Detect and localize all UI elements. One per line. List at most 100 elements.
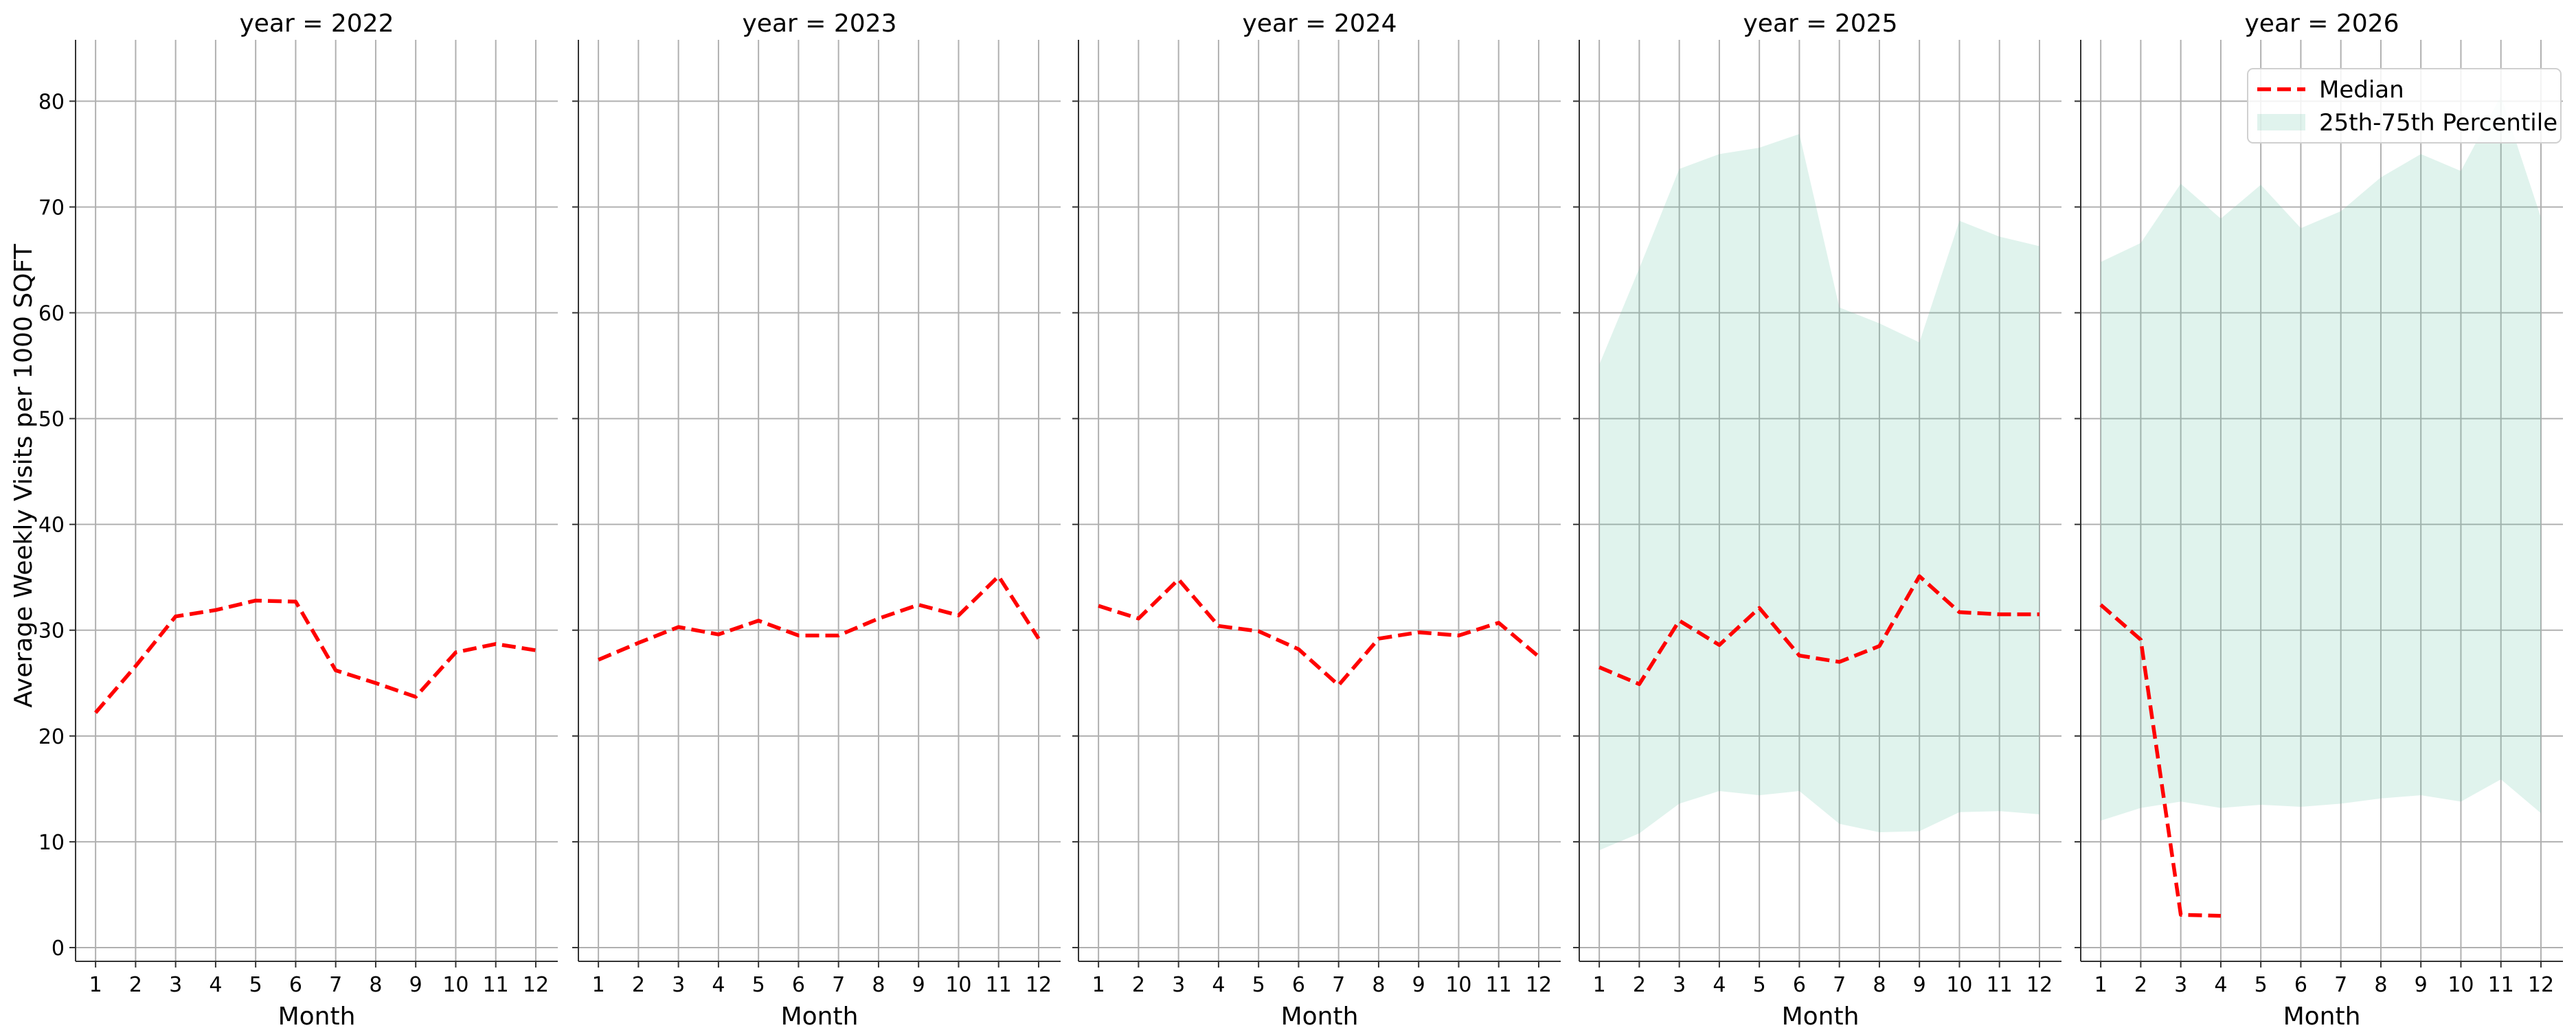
facet-title: year = 2026 [2245, 10, 2399, 38]
y-tick-label: 0 [52, 937, 65, 961]
x-tick-label: 7 [1833, 973, 1846, 997]
legend-band-swatch [2257, 114, 2305, 130]
x-tick-label: 4 [209, 973, 222, 997]
x-tick-label: 2 [1132, 973, 1145, 997]
x-tick-label: 12 [2026, 973, 2053, 997]
x-tick-label: 12 [523, 973, 549, 997]
x-tick-label: 9 [2415, 973, 2428, 997]
x-tick-label: 3 [169, 973, 182, 997]
facet-title: year = 2024 [1243, 10, 1397, 38]
x-tick-label: 3 [2174, 973, 2187, 997]
x-tick-label: 1 [2094, 973, 2108, 997]
x-tick-label: 11 [483, 973, 509, 997]
x-tick-label: 3 [1673, 973, 1686, 997]
x-tick-label: 8 [1873, 973, 1886, 997]
x-tick-label: 8 [1372, 973, 1385, 997]
x-tick-label: 1 [89, 973, 102, 997]
x-tick-label: 2 [1633, 973, 1646, 997]
x-tick-label: 2 [129, 973, 142, 997]
x-tick-label: 10 [945, 973, 971, 997]
y-tick-label: 10 [38, 831, 65, 855]
percentile-band [1599, 134, 2040, 851]
x-tick-label: 10 [1445, 973, 1471, 997]
x-tick-label: 4 [1713, 973, 1726, 997]
x-tick-label: 5 [2255, 973, 2268, 997]
median-line [1098, 577, 1540, 687]
x-tick-label: 1 [592, 973, 605, 997]
legend-box [2247, 68, 2562, 144]
x-tick-label: 6 [1292, 973, 1305, 997]
x-tick-label: 10 [442, 973, 468, 997]
x-tick-label: 5 [1753, 973, 1766, 997]
x-tick-label: 12 [1026, 973, 1052, 997]
x-tick-label: 4 [712, 973, 725, 997]
y-tick-label: 30 [38, 619, 65, 643]
x-tick-label: 3 [1172, 973, 1185, 997]
x-tick-label: 11 [1486, 973, 1512, 997]
x-tick-label: 5 [1252, 973, 1265, 997]
y-axis-label: Average Weekly Visits per 1000 SQFT [10, 243, 38, 707]
median-line [94, 598, 536, 714]
median-line [1598, 574, 2040, 687]
x-tick-label: 12 [2528, 973, 2554, 997]
x-axis-label: Month [278, 1003, 356, 1030]
x-tick-label: 11 [986, 973, 1012, 997]
x-axis-label: Month [2283, 1003, 2361, 1030]
x-tick-label: 5 [249, 973, 262, 997]
x-tick-label: 10 [1946, 973, 1972, 997]
x-tick-label: 9 [912, 973, 925, 997]
legend: Median 25th-75th Percentile [2247, 68, 2562, 144]
median-line [2099, 603, 2221, 918]
y-tick-label: 80 [38, 90, 65, 114]
median-line [598, 574, 1041, 662]
percentile-band [2101, 95, 2541, 821]
y-tick-label: 60 [38, 302, 65, 326]
legend-label: 25th-75th Percentile [2319, 109, 2557, 137]
x-tick-label: 7 [832, 973, 845, 997]
y-tick-label: 50 [38, 408, 65, 432]
facet-title: year = 2025 [1743, 10, 1898, 38]
facet-title: year = 2022 [240, 10, 394, 38]
x-tick-label: 6 [2294, 973, 2307, 997]
x-axis-label: Month [1782, 1003, 1860, 1030]
x-tick-label: 2 [632, 973, 645, 997]
x-tick-label: 9 [409, 973, 422, 997]
legend-label: Median [2319, 76, 2404, 104]
x-axis-label: Month [781, 1003, 859, 1030]
x-tick-label: 11 [2488, 973, 2514, 997]
x-tick-label: 12 [1526, 973, 1552, 997]
x-tick-label: 6 [792, 973, 805, 997]
x-tick-label: 9 [1913, 973, 1926, 997]
x-tick-label: 8 [872, 973, 885, 997]
x-tick-label: 2 [2134, 973, 2147, 997]
x-tick-label: 6 [1793, 973, 1806, 997]
x-tick-label: 7 [2334, 973, 2347, 997]
x-tick-label: 3 [672, 973, 685, 997]
y-tick-label: 20 [38, 725, 65, 749]
x-tick-label: 7 [1332, 973, 1345, 997]
x-tick-label: 9 [1412, 973, 1425, 997]
x-tick-label: 8 [369, 973, 382, 997]
x-tick-label: 10 [2448, 973, 2474, 997]
x-tick-label: 1 [1092, 973, 1105, 997]
x-tick-label: 8 [2374, 973, 2387, 997]
y-tick-label: 70 [38, 196, 65, 220]
x-tick-label: 4 [1212, 973, 1225, 997]
x-tick-label: 7 [329, 973, 342, 997]
x-tick-label: 1 [1593, 973, 1606, 997]
y-tick-label: 40 [38, 514, 65, 538]
x-axis-label: Month [1281, 1003, 1359, 1030]
x-tick-label: 11 [1987, 973, 2013, 997]
x-tick-label: 6 [289, 973, 302, 997]
facet-title: year = 2023 [743, 10, 897, 38]
x-tick-label: 5 [752, 973, 765, 997]
x-tick-label: 4 [2214, 973, 2227, 997]
